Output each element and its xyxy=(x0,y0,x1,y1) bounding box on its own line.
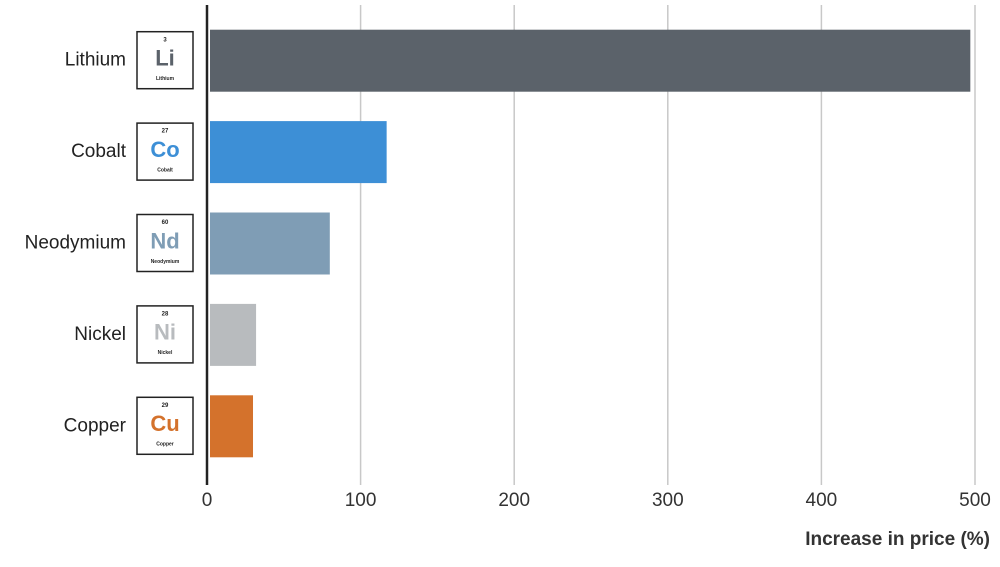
element-symbol: Co xyxy=(150,137,179,162)
bar xyxy=(210,395,254,458)
x-tick-label: 300 xyxy=(652,490,684,511)
category-label: Lithium xyxy=(65,50,126,71)
element-name: Copper xyxy=(156,442,174,448)
element-symbol: Cu xyxy=(150,411,179,436)
x-axis-label: Increase in price (%) xyxy=(805,529,990,550)
element-tile xyxy=(136,396,194,456)
element-name: Neodymium xyxy=(151,259,180,265)
bar xyxy=(210,121,387,184)
element-name: Nickel xyxy=(158,350,173,356)
atomic-number: 29 xyxy=(162,403,169,409)
bar xyxy=(210,212,330,275)
element-tile xyxy=(136,305,194,364)
x-tick-label: 500 xyxy=(959,490,991,511)
element-name: Cobalt xyxy=(157,167,173,173)
element-tile xyxy=(136,30,194,90)
x-tick-label: 200 xyxy=(498,490,530,511)
category-label: Copper xyxy=(64,415,127,436)
x-tick-label: 0 xyxy=(202,490,213,511)
category-label: Neodymium xyxy=(25,233,126,254)
element-symbol: Ni xyxy=(154,320,176,345)
element-tile xyxy=(136,122,194,181)
atomic-number: 28 xyxy=(162,311,169,317)
bar xyxy=(210,29,971,92)
element-tile xyxy=(136,213,194,273)
x-tick-label: 100 xyxy=(345,490,377,511)
atomic-number: 60 xyxy=(162,220,169,226)
element-symbol: Nd xyxy=(150,228,179,253)
atomic-number: 27 xyxy=(162,129,169,135)
atomic-number: 3 xyxy=(163,37,167,43)
bar xyxy=(210,303,257,366)
element-name: Lithium xyxy=(156,76,175,82)
x-tick-label: 400 xyxy=(806,490,838,511)
category-label: Nickel xyxy=(74,324,126,345)
category-label: Cobalt xyxy=(71,141,127,162)
element-symbol: Li xyxy=(155,46,175,71)
